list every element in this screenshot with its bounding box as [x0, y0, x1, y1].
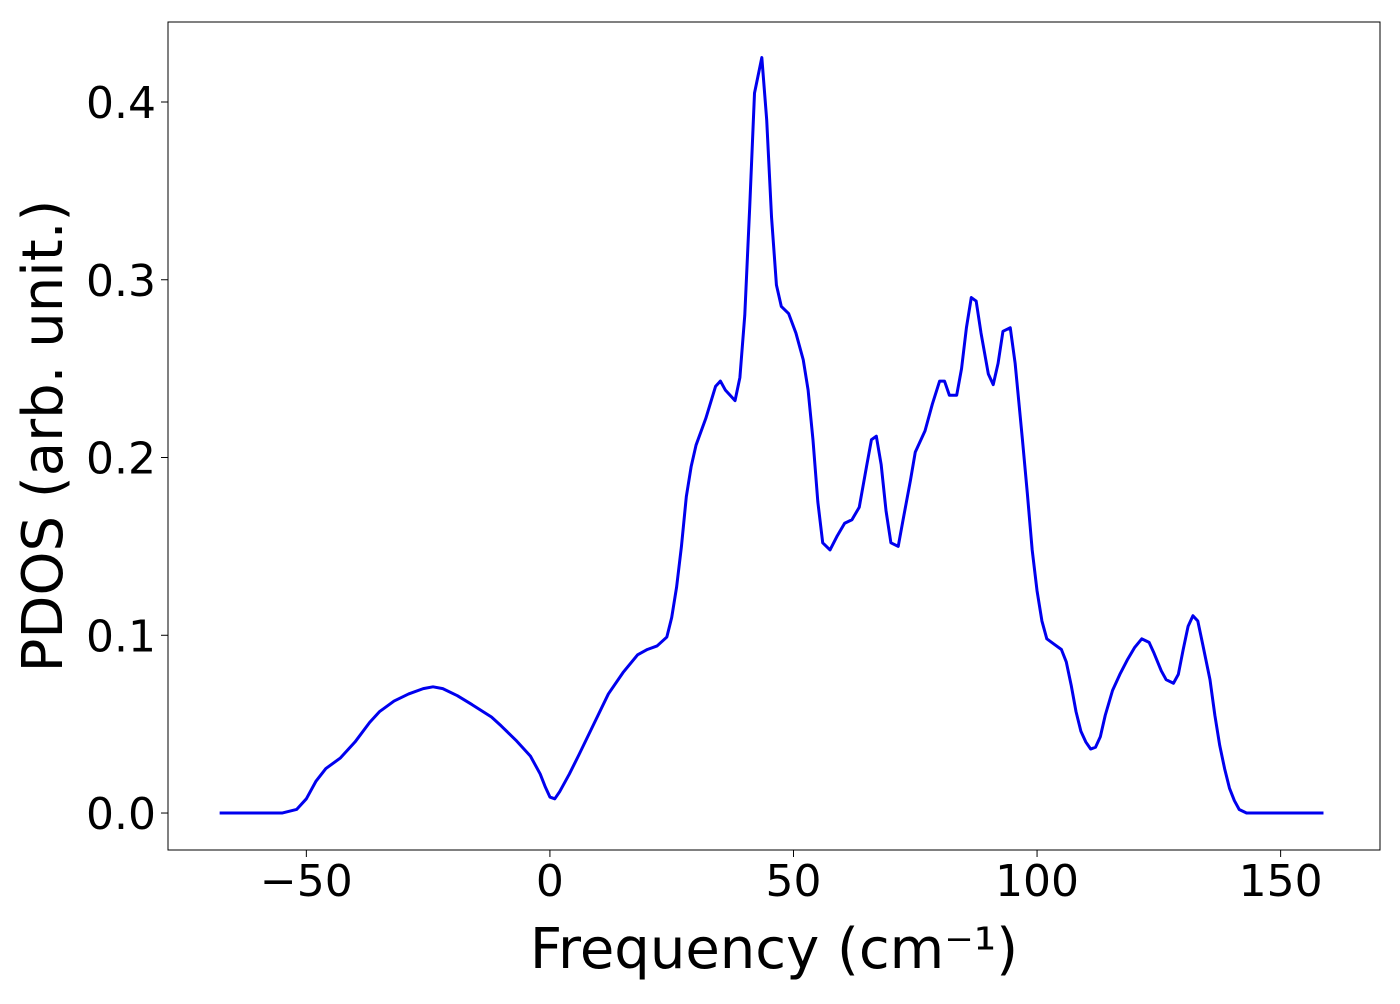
x-tick-label: −50	[260, 856, 353, 907]
y-tick-label: 0.3	[86, 256, 156, 307]
y-tick-label: 0.4	[86, 78, 156, 129]
x-tick-label: 0	[536, 856, 564, 907]
y-tick-label: 0.0	[86, 789, 156, 840]
data-line	[219, 56, 1324, 815]
plot-frame	[167, 21, 1381, 851]
x-axis-label: Frequency (cm⁻¹)	[530, 917, 1018, 982]
x-tick-label: 100	[995, 856, 1079, 907]
x-tick-label: 50	[765, 856, 821, 907]
y-tick-label: 0.2	[86, 434, 156, 485]
x-tick-label: 150	[1239, 856, 1323, 907]
y-tick-label: 0.1	[86, 611, 156, 662]
y-axis-label: PDOS (arb. unit.)	[11, 200, 76, 673]
